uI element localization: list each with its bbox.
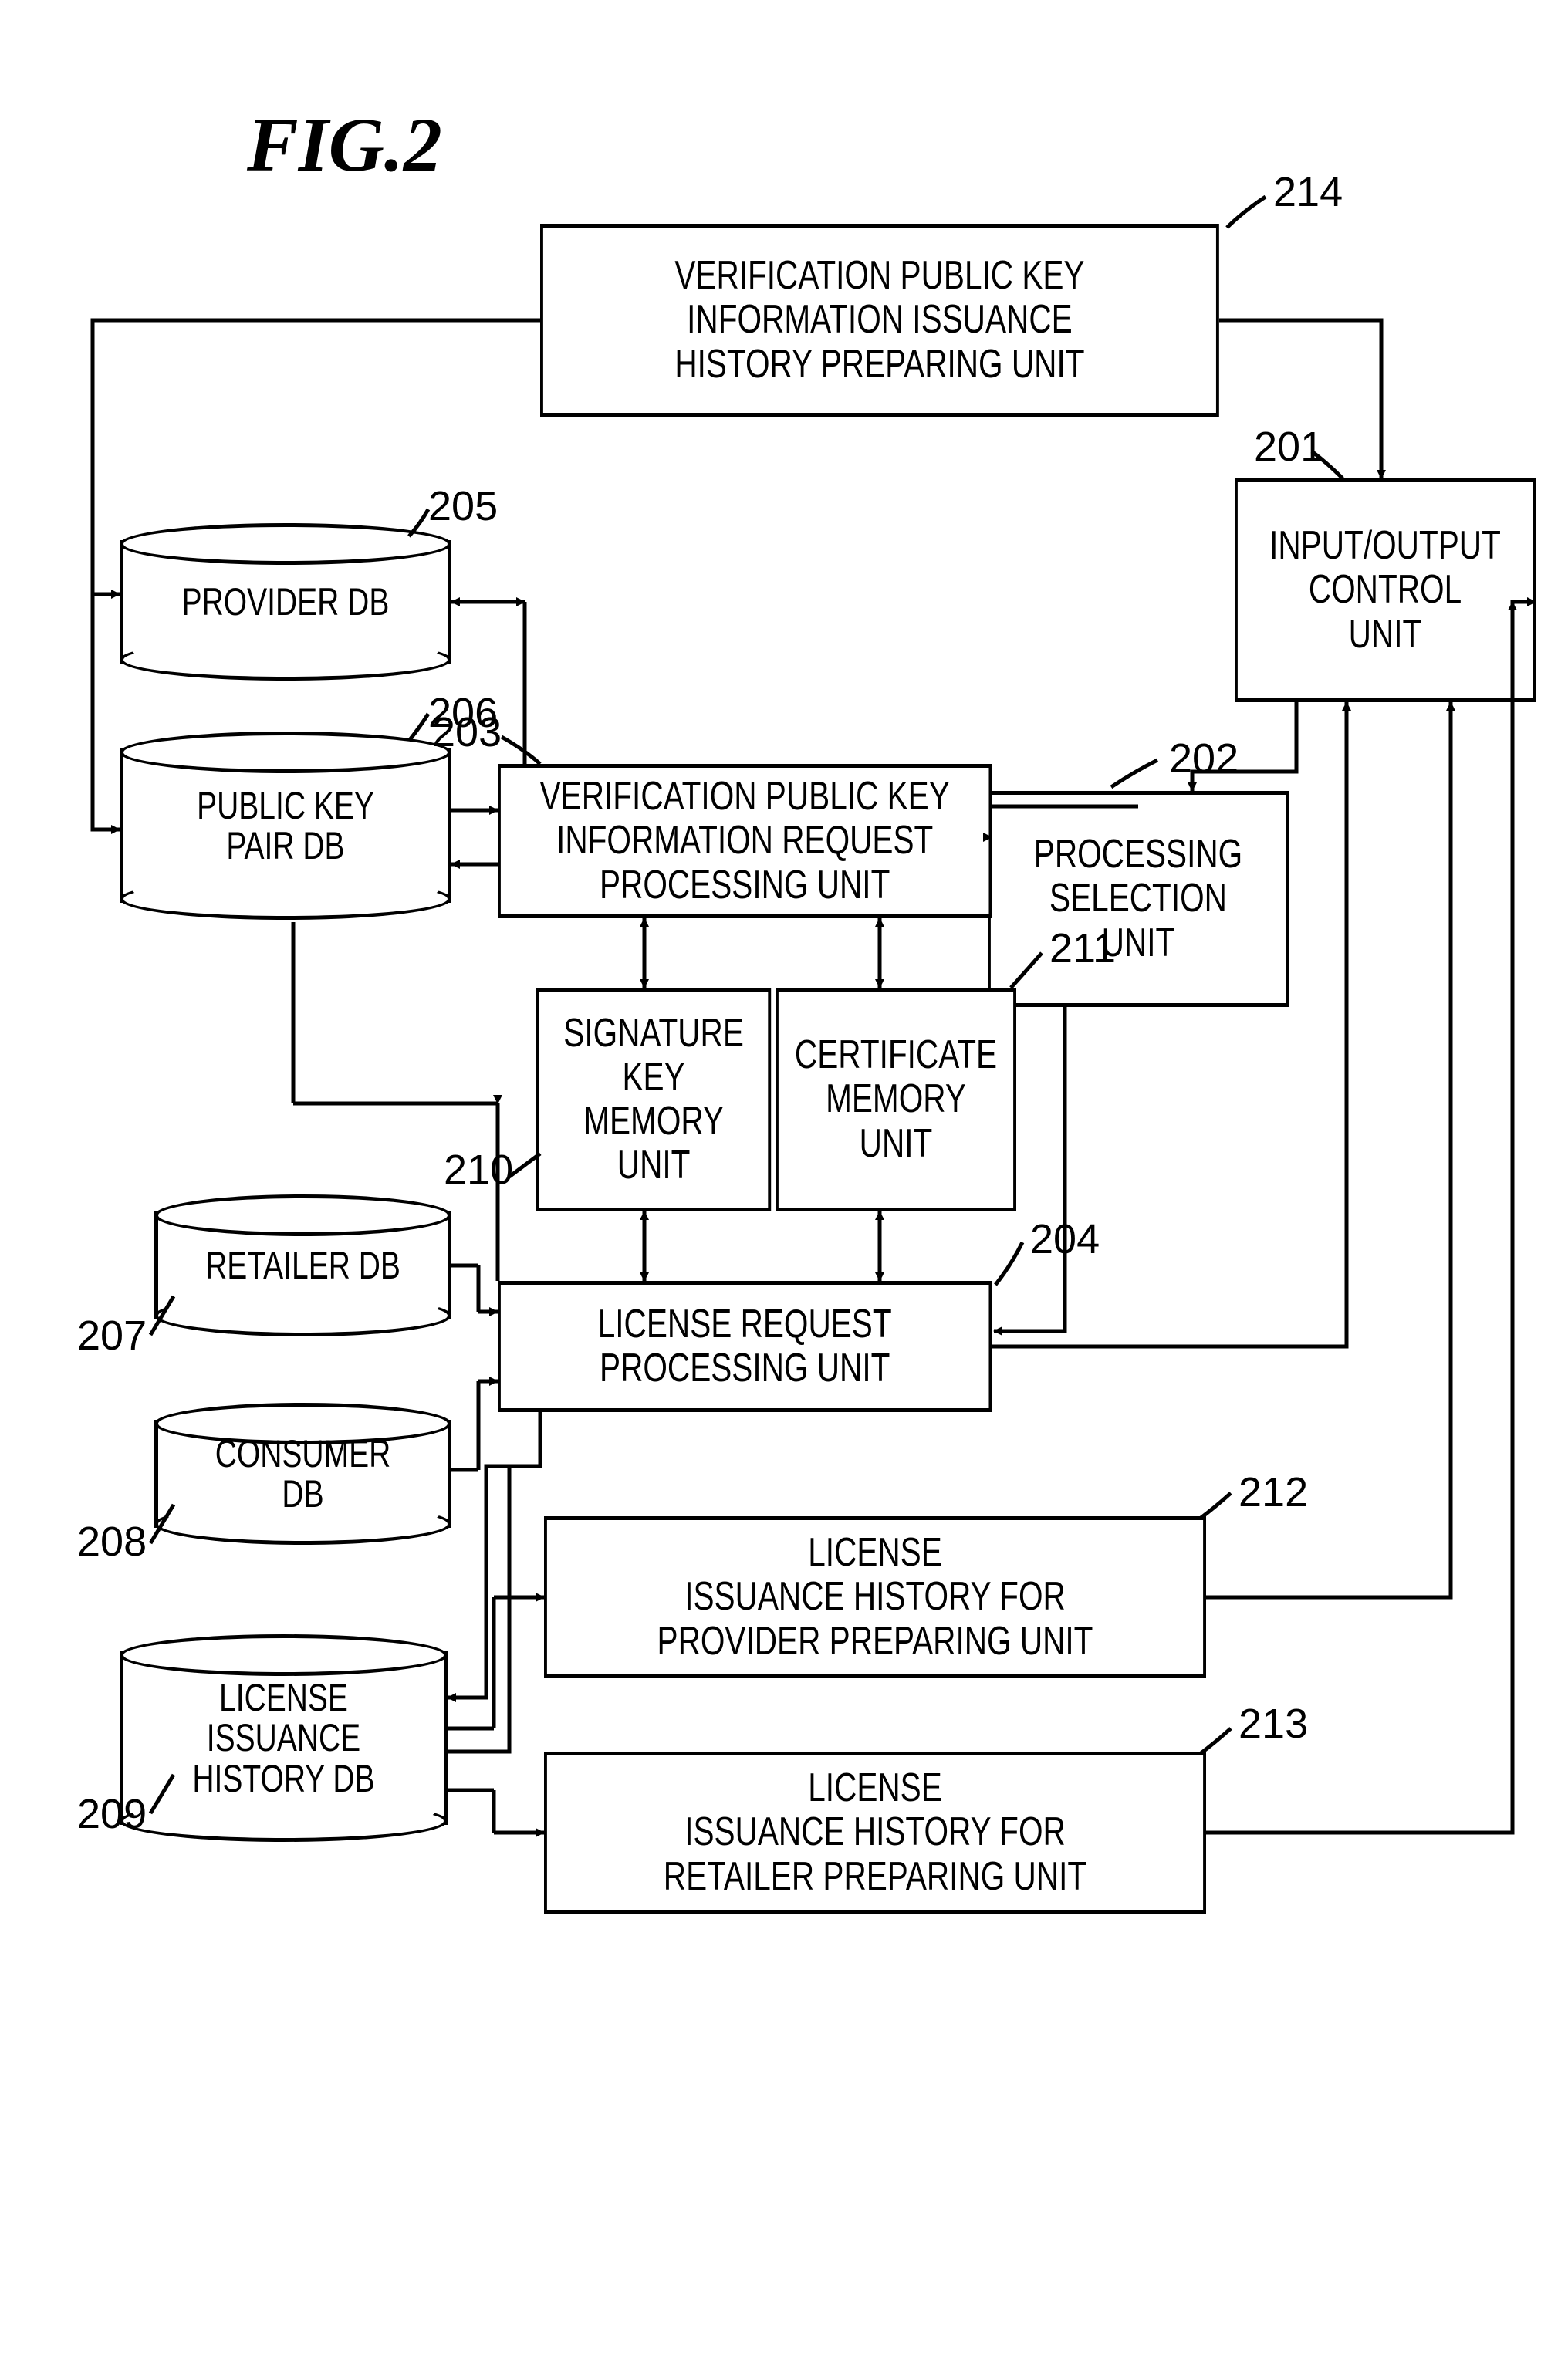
callout-204: 204: [1030, 1215, 1100, 1263]
box-213: LICENSEISSUANCE HISTORY FORRETAILER PREP…: [544, 1752, 1206, 1914]
db-209-label: LICENSE ISSUANCEHISTORY DB: [156, 1651, 412, 1825]
callout-202: 202: [1169, 735, 1239, 782]
callout-211: 211: [1049, 924, 1116, 972]
box-211: CERTIFICATEMEMORYUNIT: [776, 988, 1016, 1211]
callout-201: 201: [1254, 423, 1323, 471]
db-205-label: PROVIDER DB: [156, 540, 414, 664]
box-214: VERIFICATION PUBLIC KEYINFORMATION ISSUA…: [540, 224, 1219, 417]
db-205: PROVIDER DB: [120, 540, 451, 664]
callout-212: 212: [1239, 1468, 1308, 1516]
callout-210: 210: [444, 1146, 513, 1194]
callout-213: 213: [1239, 1700, 1308, 1748]
db-207-label: RETAILER DB: [187, 1211, 418, 1319]
callout-205: 205: [428, 482, 498, 530]
box-212: LICENSEISSUANCE HISTORY FORPROVIDER PREP…: [544, 1516, 1206, 1678]
callout-214: 214: [1273, 168, 1343, 216]
box-202: PROCESSINGSELECTIONUNIT: [988, 791, 1289, 1007]
box-210: SIGNATUREKEYMEMORYUNIT: [536, 988, 771, 1211]
db-206: PUBLIC KEYPAIR DB: [120, 748, 451, 903]
db-206-label: PUBLIC KEYPAIR DB: [156, 748, 414, 903]
db-207: RETAILER DB: [154, 1211, 451, 1319]
callout-209: 209: [77, 1790, 147, 1838]
box-203: VERIFICATION PUBLIC KEYINFORMATION REQUE…: [498, 764, 992, 918]
diagram-page: FIG.2 VERIFICATION PUBLIC KEYINFORMATION…: [0, 0, 1568, 2355]
db-208-label: CONSUMER DB: [187, 1420, 418, 1528]
figure-title: FIG.2: [247, 100, 442, 189]
callout-208: 208: [77, 1518, 147, 1566]
box-204: LICENSE REQUESTPROCESSING UNIT: [498, 1281, 992, 1412]
callout-206: 206: [428, 689, 498, 737]
db-209: LICENSE ISSUANCEHISTORY DB: [120, 1651, 448, 1825]
db-208: CONSUMER DB: [154, 1420, 451, 1528]
box-201: INPUT/OUTPUTCONTROLUNIT: [1235, 478, 1536, 702]
callout-207: 207: [77, 1312, 147, 1360]
